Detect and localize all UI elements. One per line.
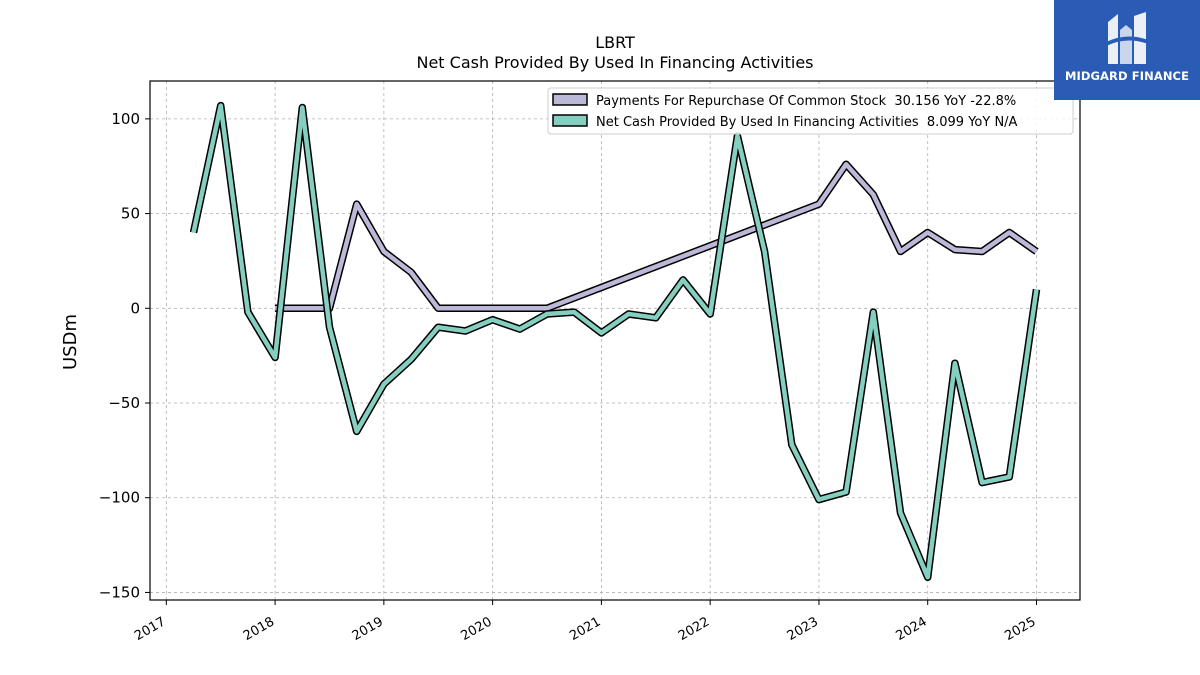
y-tick-label: −100 [99,489,140,507]
series-0-point [355,203,358,206]
series-0-point [981,250,984,253]
series-1-point [382,383,385,386]
series-outline-1 [189,101,1041,582]
series-1-point [546,312,549,315]
series-1-point [681,278,684,281]
series-1-point [736,134,739,137]
series-1-point [328,326,331,329]
series-1-point [627,312,630,315]
x-tick-label: 2018 [241,614,277,644]
series-1-point [491,318,494,321]
x-tick-label: 2022 [676,614,712,644]
series-1-point [817,498,820,501]
legend-swatch-repurchase [552,93,588,106]
y-axis-label: USDm [60,314,81,370]
series-1-point [872,311,875,314]
series-line-0 [275,162,1038,311]
series-1-point [600,331,603,334]
series-1-point [219,104,222,107]
series-0-point [437,307,440,310]
series-0-point [845,163,848,166]
series-1-point [953,362,956,365]
series-0-point [872,193,875,196]
x-tick-label: 2024 [894,614,930,644]
series-1-point [1035,288,1038,291]
midgard-finance-logo: MIDGARD FINANCE [1054,0,1200,100]
legend-label-financing: Net Cash Provided By Used In Financing A… [596,115,1018,130]
series-0-point [1035,250,1038,253]
y-tick-label: −50 [108,394,140,412]
series-1-point [274,356,277,359]
series-1-point [192,231,195,234]
series-1-point [464,330,467,333]
series-0-point [817,203,820,206]
series-1-point [790,443,793,446]
series-1-point [410,358,413,361]
series-0-point [1008,231,1011,234]
series-0-point [953,248,956,251]
series-1-point [899,511,902,514]
series-0-point [382,250,385,253]
y-tick-label: 0 [130,299,140,317]
plot-frame [149,80,1081,601]
series-1-point [709,312,712,315]
legend-box [547,87,1074,135]
x-tick-label: 2017 [132,614,168,644]
series-1-point [654,316,657,319]
y-tick-label: 100 [111,110,140,128]
x-tick-label: 2021 [567,614,603,644]
legend-swatch-financing [552,114,588,127]
series-0-point [274,307,277,310]
chart-subtitle: Net Cash Provided By Used In Financing A… [416,53,813,72]
series-1-point [763,250,766,253]
series-0-point [899,250,902,253]
series-0-point [410,271,413,274]
y-tick-label: −150 [99,583,140,601]
series-1-point [573,311,576,314]
series-1-point [845,491,848,494]
x-tick-label: 2023 [785,614,821,644]
series-1-point [518,328,521,331]
logo-text: MIDGARD FINANCE [1064,69,1190,83]
y-tick-label: 50 [121,205,140,223]
midgard-logo-icon [1106,12,1148,64]
legend: Payments For Repurchase Of Common Stock … [547,87,1074,135]
series-0-point [926,231,929,234]
x-tick-label: 2020 [458,614,494,644]
series-1-point [1008,475,1011,478]
series-1-point [301,106,304,109]
series-1-point [981,481,984,484]
chart-title: LBRT [595,33,635,52]
series-1-point [355,430,358,433]
series-line-1 [191,103,1039,580]
x-tick-label: 2025 [1002,614,1038,644]
series-1-point [926,576,929,579]
legend-label-repurchase: Payments For Repurchase Of Common Stock … [596,94,1016,109]
series-1-point [437,326,440,329]
series-1-point [246,311,249,314]
x-tick-label: 2019 [350,614,386,644]
series-0-point [546,307,549,310]
